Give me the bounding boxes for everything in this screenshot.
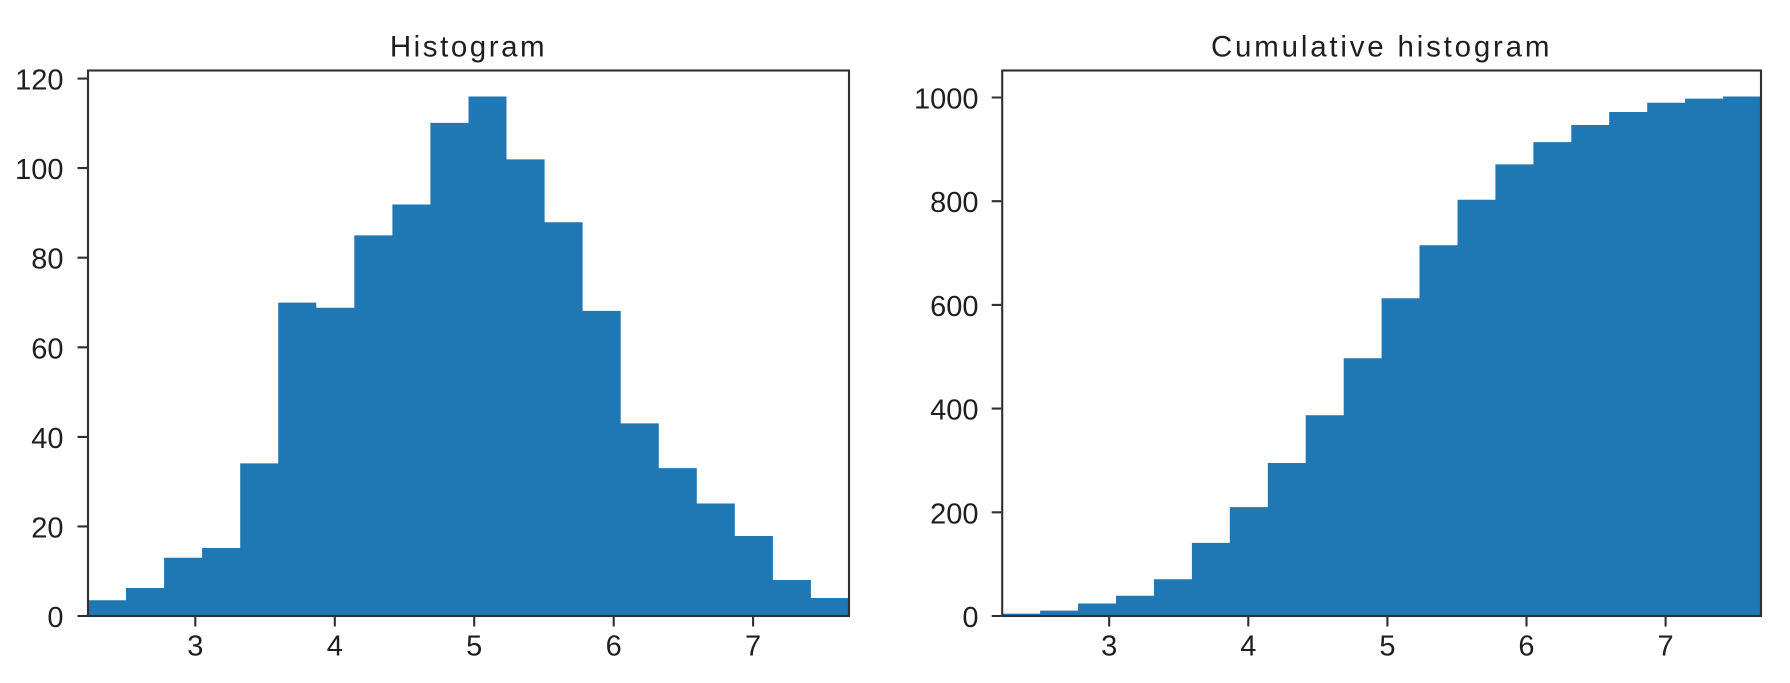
svg-text:1000: 1000 <box>914 84 979 116</box>
svg-text:100: 100 <box>15 154 63 186</box>
svg-text:60: 60 <box>31 333 63 365</box>
svg-text:40: 40 <box>31 423 63 455</box>
svg-text:3: 3 <box>1101 631 1117 663</box>
svg-text:400: 400 <box>930 395 978 427</box>
svg-text:5: 5 <box>466 631 482 663</box>
svg-text:3: 3 <box>187 631 203 663</box>
svg-text:7: 7 <box>1658 631 1674 663</box>
svg-text:5: 5 <box>1379 631 1395 663</box>
svg-text:Histogram: Histogram <box>390 31 547 64</box>
svg-text:7: 7 <box>745 631 761 663</box>
svg-text:0: 0 <box>47 602 63 634</box>
svg-text:80: 80 <box>31 244 63 276</box>
svg-text:4: 4 <box>1240 631 1256 663</box>
svg-text:200: 200 <box>930 498 978 530</box>
svg-text:6: 6 <box>1518 631 1534 663</box>
svg-text:600: 600 <box>930 291 978 323</box>
svg-text:20: 20 <box>31 512 63 544</box>
svg-text:800: 800 <box>930 187 978 219</box>
svg-text:Cumulative histogram: Cumulative histogram <box>1211 31 1552 64</box>
svg-text:6: 6 <box>606 631 622 663</box>
svg-text:120: 120 <box>15 65 63 97</box>
svg-text:4: 4 <box>327 631 343 663</box>
svg-text:0: 0 <box>962 602 978 634</box>
